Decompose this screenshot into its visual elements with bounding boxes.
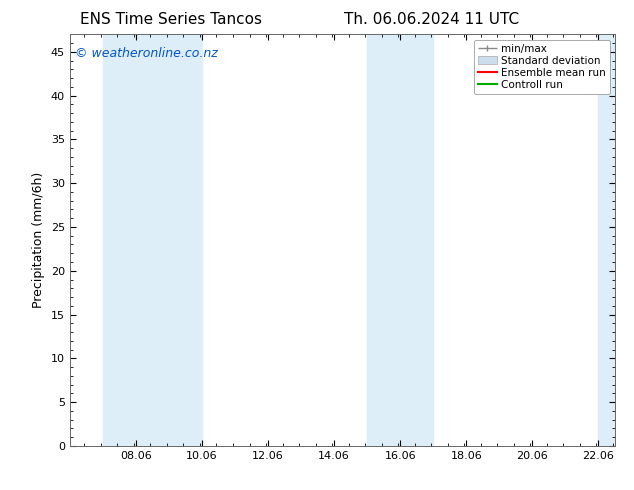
Bar — [152, 34, 202, 446]
Bar — [384, 34, 433, 446]
Bar — [598, 34, 615, 446]
Y-axis label: Precipitation (mm/6h): Precipitation (mm/6h) — [32, 172, 45, 308]
Legend: min/max, Standard deviation, Ensemble mean run, Controll run: min/max, Standard deviation, Ensemble me… — [474, 40, 610, 94]
Text: ENS Time Series Tancos: ENS Time Series Tancos — [80, 12, 262, 27]
Text: Th. 06.06.2024 11 UTC: Th. 06.06.2024 11 UTC — [344, 12, 519, 27]
Bar — [103, 34, 152, 446]
Text: © weatheronline.co.nz: © weatheronline.co.nz — [75, 47, 218, 60]
Bar — [367, 34, 384, 446]
